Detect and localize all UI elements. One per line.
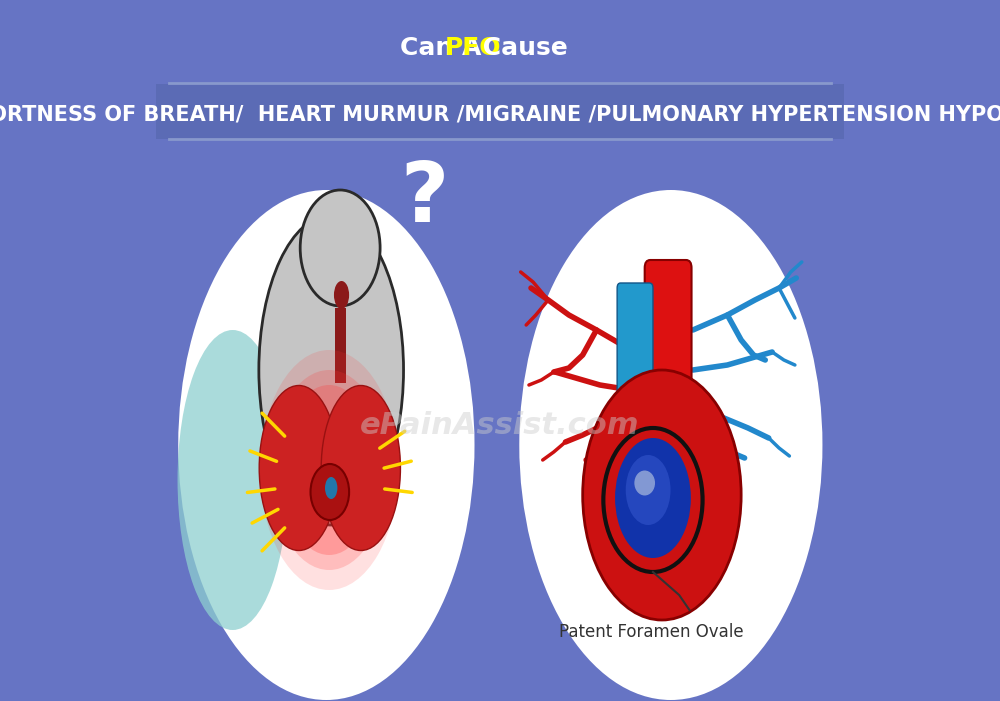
Ellipse shape: [615, 438, 691, 558]
Bar: [156, 84, 844, 139]
Ellipse shape: [271, 370, 388, 570]
Ellipse shape: [260, 350, 398, 590]
Text: Cause: Cause: [474, 36, 568, 60]
Ellipse shape: [259, 215, 404, 525]
Ellipse shape: [634, 470, 655, 496]
Text: ePainAssist.com: ePainAssist.com: [360, 411, 640, 440]
FancyBboxPatch shape: [645, 260, 692, 406]
Ellipse shape: [334, 281, 349, 309]
Circle shape: [300, 190, 380, 306]
Ellipse shape: [519, 190, 822, 700]
FancyBboxPatch shape: [617, 283, 653, 398]
Ellipse shape: [178, 190, 475, 700]
Bar: [156, 0, 844, 85]
Text: Patent Foramen Ovale: Patent Foramen Ovale: [559, 623, 744, 641]
Text: PFO: PFO: [445, 36, 501, 60]
Ellipse shape: [583, 370, 741, 620]
Ellipse shape: [321, 386, 400, 550]
Ellipse shape: [178, 330, 288, 630]
Circle shape: [311, 464, 349, 520]
Ellipse shape: [626, 455, 671, 525]
Ellipse shape: [325, 477, 337, 499]
Bar: [335, 308, 346, 383]
Text: ?: ?: [400, 158, 448, 238]
Ellipse shape: [602, 375, 712, 535]
Ellipse shape: [281, 385, 377, 555]
Ellipse shape: [259, 386, 338, 550]
Text: Can A: Can A: [400, 36, 490, 60]
Text: SHORTNESS OF BREATH/  HEART MURMUR /MIGRAINE /PULMONARY HYPERTENSION HYPOXIA: SHORTNESS OF BREATH/ HEART MURMUR /MIGRA…: [0, 104, 1000, 124]
